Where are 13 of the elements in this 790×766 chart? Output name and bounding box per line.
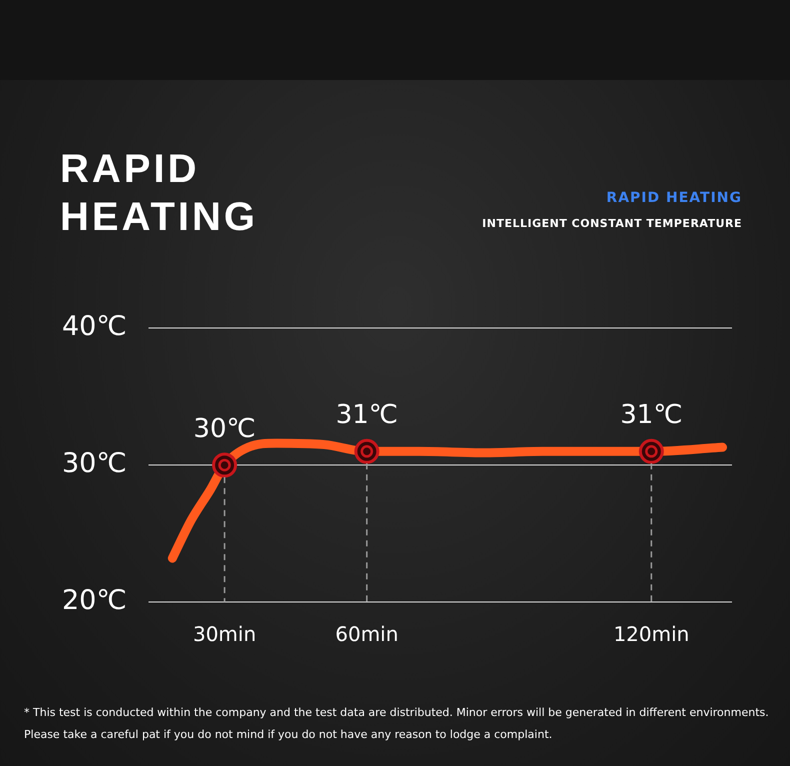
text: * This test is conducted within the company and the test data are distributed. Minor errors will be generated in different environments. Please take a careful pat if you do not mind if you do not have any reason to lodge a complaint. (24, 705, 770, 743)
data-label: 31℃ (620, 400, 683, 430)
chart-subtitle: RAPID HEATING (606, 190, 742, 206)
data-label: 30℃ (193, 414, 256, 444)
y-tick-label: 30℃ (62, 448, 127, 480)
chart-title: RAPID HEATING (60, 146, 260, 241)
x-tick-label: 120min (613, 622, 690, 646)
y-tick-label: 40℃ (62, 311, 127, 342)
data-label: 31℃ (336, 400, 398, 430)
y-tick-label: 20℃ (62, 585, 127, 616)
text: INTELLIGENT CONSTANT TEMPERATURE (482, 217, 742, 230)
x-tick-label: 30min (192, 622, 256, 646)
x-tick-label: 60min (335, 622, 398, 646)
